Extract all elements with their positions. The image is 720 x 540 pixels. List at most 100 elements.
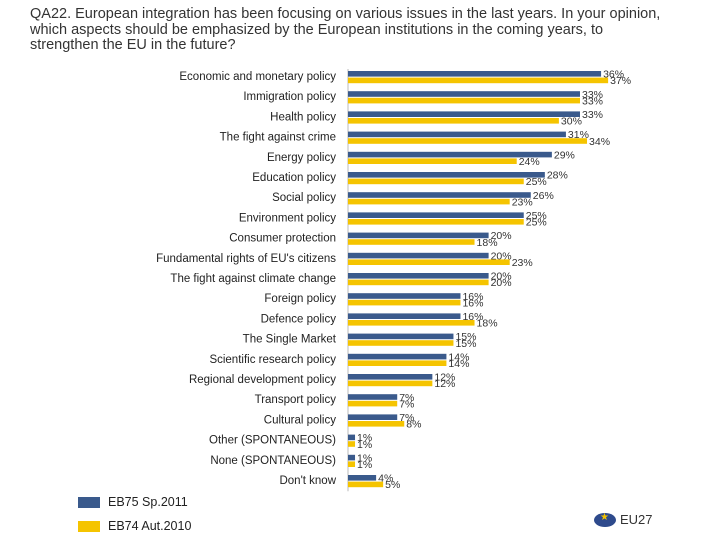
value-label-eb75: 29% <box>554 149 575 161</box>
category-label: Transport policy <box>255 394 337 406</box>
bar-eb75 <box>348 374 433 380</box>
value-label-eb75: 14% <box>448 351 469 363</box>
legend-item-series-2: EB74 Aut.2010 <box>78 517 191 535</box>
legend-swatch-series-2 <box>78 520 100 532</box>
bar-eb74 <box>348 219 524 225</box>
value-label-eb75: 36% <box>603 69 624 81</box>
bar-eb74 <box>348 158 517 164</box>
value-label-eb75: 25% <box>526 210 547 222</box>
legend-item-series-1: EB75 Sp.2011 <box>78 493 191 511</box>
bar-eb75 <box>348 333 454 340</box>
value-label-eb75: 26% <box>533 190 554 202</box>
value-label-eb74: 7% <box>399 398 414 410</box>
value-label-eb74: 14% <box>448 358 469 370</box>
bar-eb74 <box>348 380 433 387</box>
bar-eb75 <box>348 475 377 481</box>
value-label-eb74: 33% <box>582 95 603 107</box>
bar-eb74 <box>348 299 461 306</box>
bar-eb74 <box>348 118 559 124</box>
bar-eb74 <box>348 97 580 104</box>
bar-eb75 <box>348 212 524 218</box>
value-label-eb74: 25% <box>526 176 547 188</box>
value-label-eb75: 20% <box>491 271 512 283</box>
bar-eb75 <box>348 192 531 198</box>
category-label: Social policy <box>272 192 336 204</box>
bar-eb75 <box>348 91 580 97</box>
value-label-eb74: 34% <box>589 136 610 148</box>
bar-eb74 <box>348 400 398 407</box>
category-label: Environment policy <box>239 212 336 224</box>
bar-eb74 <box>348 178 524 185</box>
bar-eb74 <box>348 340 454 346</box>
bar-eb75 <box>348 273 489 279</box>
value-label-eb75: 7% <box>399 392 414 404</box>
category-label: Other (SPONTANEOUS) <box>209 435 336 447</box>
bar-eb74 <box>348 198 510 205</box>
bar-eb74 <box>348 239 475 245</box>
bar-eb75 <box>348 252 489 259</box>
value-label-eb75: 33% <box>582 109 603 121</box>
legend-swatch-series-1 <box>78 496 100 508</box>
value-label-eb74: 25% <box>526 217 547 229</box>
category-label: Education policy <box>252 172 336 184</box>
bar-eb75 <box>348 394 398 400</box>
category-label: The fight against crime <box>220 132 336 144</box>
bar-eb75 <box>348 454 356 461</box>
category-label: Immigration policy <box>243 91 336 103</box>
bar-eb75 <box>348 434 356 441</box>
bar-eb75 <box>348 313 461 319</box>
category-label: Economic and monetary policy <box>179 71 336 83</box>
category-label: Defence policy <box>261 313 337 325</box>
value-label-eb74: 18% <box>477 237 498 249</box>
value-label-eb75: 20% <box>491 230 512 242</box>
category-label: The fight against climate change <box>170 273 336 285</box>
region-label: EU27 <box>620 512 653 527</box>
bar-eb74 <box>348 259 510 265</box>
category-label: Consumer protection <box>229 233 336 245</box>
legend-label-series-2: EB74 Aut.2010 <box>108 519 192 533</box>
bar-eb75 <box>348 111 580 117</box>
bar-eb75 <box>348 232 489 239</box>
value-label-eb75: 28% <box>547 170 568 182</box>
category-label: Regional development policy <box>189 374 336 386</box>
bar-eb74 <box>348 421 405 427</box>
value-label-eb74: 18% <box>477 318 498 330</box>
bar-eb75 <box>348 353 447 360</box>
category-label: Don't know <box>279 475 336 487</box>
bar-eb75 <box>348 414 398 420</box>
question-text: QA22. European integration has been focu… <box>30 6 661 53</box>
bar-eb74 <box>348 77 609 84</box>
value-label-eb74: 15% <box>455 338 476 350</box>
value-label-eb75: 12% <box>434 372 455 384</box>
bar-eb74 <box>348 138 588 144</box>
bar-eb74 <box>348 360 447 366</box>
bar-eb74 <box>348 279 489 286</box>
value-label-eb75: 15% <box>455 331 476 343</box>
category-label: Fundamental rights of EU's citizens <box>156 253 336 265</box>
value-label-eb75: 1% <box>357 452 372 464</box>
value-label-eb74: 23% <box>512 196 533 208</box>
value-label-eb74: 20% <box>491 277 512 289</box>
value-label-eb74: 37% <box>610 75 631 87</box>
category-label: Foreign policy <box>264 293 336 305</box>
bar-eb75 <box>348 131 566 138</box>
category-label: None (SPONTANEOUS) <box>210 455 336 467</box>
category-label: Scientific research policy <box>209 354 336 366</box>
bar-eb75 <box>348 71 602 77</box>
eu27-badge: EU27 <box>594 512 653 527</box>
value-label-eb75: 1% <box>357 432 372 444</box>
legend-label-series-1: EB75 Sp.2011 <box>108 495 188 509</box>
value-label-eb74: 23% <box>512 257 533 269</box>
value-label-eb74: 30% <box>561 116 582 128</box>
value-label-eb74: 5% <box>385 479 400 491</box>
category-label: Health policy <box>270 111 336 123</box>
value-label-eb74: 24% <box>519 156 540 168</box>
value-label-eb75: 16% <box>462 291 483 303</box>
category-label: The Single Market <box>243 334 337 346</box>
value-label-eb74: 8% <box>406 419 421 431</box>
bar-eb75 <box>348 293 461 299</box>
bar-eb74 <box>348 320 475 326</box>
category-label: Energy policy <box>267 152 336 164</box>
